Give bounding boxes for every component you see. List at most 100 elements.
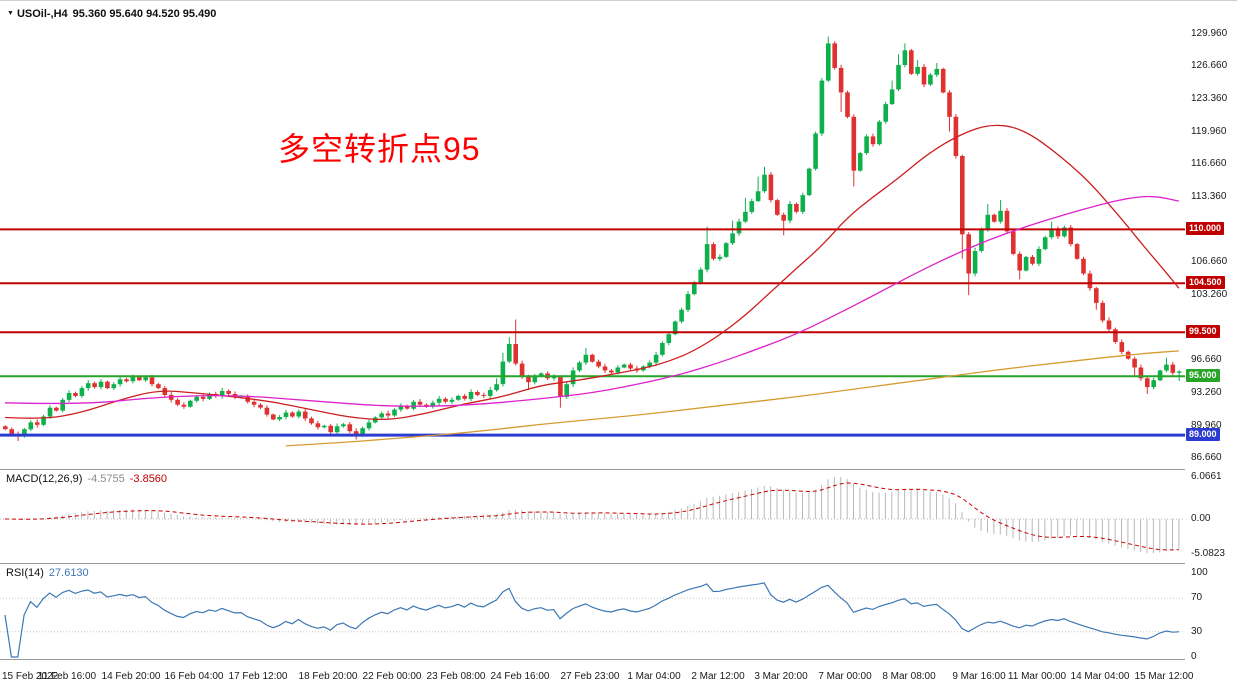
candle xyxy=(385,413,391,416)
candle xyxy=(181,404,187,407)
candle xyxy=(1170,364,1176,373)
price-axis[interactable]: 129.960 126.660 123.360 119.960 116.660 113.3… xyxy=(1185,1,1237,690)
candle xyxy=(909,50,914,74)
candle xyxy=(940,68,946,93)
candle xyxy=(819,80,825,134)
macd-label: MACD(12,26,9) -4.5755 -3.8560 xyxy=(6,473,167,485)
macd-axis-label: 6.0661 xyxy=(1191,471,1222,482)
rsi-value: 27.6130 xyxy=(48,567,89,579)
price-line-badge: 99.500 xyxy=(1186,325,1220,338)
rsi-line xyxy=(4,582,1179,658)
candle xyxy=(755,191,761,202)
candle xyxy=(379,413,384,418)
candle xyxy=(1087,273,1093,289)
candle xyxy=(1030,256,1035,264)
candle xyxy=(1164,364,1169,371)
price-axis-label: 106.660 xyxy=(1191,256,1228,267)
candle xyxy=(1100,302,1105,321)
candle xyxy=(845,92,850,117)
candle xyxy=(1023,256,1029,271)
candle xyxy=(985,214,991,230)
candle xyxy=(711,244,716,259)
price-axis-label: 96.660 xyxy=(1191,354,1222,365)
candle xyxy=(481,394,487,396)
candle xyxy=(1081,258,1086,274)
time-axis-label: 16 Feb 04:00 xyxy=(164,671,224,682)
candle xyxy=(443,398,448,402)
candle xyxy=(34,422,40,425)
candle xyxy=(787,204,793,221)
candle xyxy=(870,136,876,145)
time-axis-label: 24 Feb 16:00 xyxy=(490,671,550,682)
price-axis-label: 103.260 xyxy=(1191,289,1228,300)
time-axis-label: 14 Feb 20:00 xyxy=(101,671,161,682)
rsi-name: RSI(14) xyxy=(6,567,44,579)
time-axis-label: 27 Feb 23:00 xyxy=(560,671,620,682)
candle xyxy=(1113,329,1118,342)
time-axis-label: 17 Feb 12:00 xyxy=(228,671,288,682)
candle xyxy=(1062,227,1067,237)
candle xyxy=(679,309,684,322)
candle xyxy=(596,361,601,367)
candle xyxy=(998,210,1003,222)
candle xyxy=(98,381,104,388)
candle xyxy=(979,229,984,251)
candle xyxy=(347,424,353,432)
candle xyxy=(296,411,302,417)
candle xyxy=(251,401,257,405)
symbol-dropdown-icon[interactable]: ▼ xyxy=(7,10,14,17)
candle xyxy=(577,362,582,371)
candle xyxy=(130,376,136,382)
candle xyxy=(475,392,480,395)
candle xyxy=(660,343,665,355)
candle xyxy=(1004,210,1010,232)
candle xyxy=(1145,378,1150,388)
candle xyxy=(219,391,225,396)
candle xyxy=(768,174,774,201)
macd-name: MACD(12,26,9) xyxy=(6,473,83,485)
candle xyxy=(500,361,506,385)
candle xyxy=(41,416,46,425)
candle xyxy=(972,251,978,274)
candle xyxy=(1132,358,1137,368)
price-axis-label: 116.660 xyxy=(1191,158,1227,169)
candle xyxy=(915,66,920,74)
price-axis-label: 126.660 xyxy=(1191,60,1228,71)
candle xyxy=(647,362,652,367)
candle xyxy=(436,398,442,403)
ma-medium-magenta xyxy=(4,195,1180,407)
candle xyxy=(621,364,627,368)
candle xyxy=(934,68,940,75)
candle xyxy=(583,354,589,363)
chart-title: ▼ USOil-,H4 95.360 95.640 94.520 95.490 xyxy=(7,8,216,20)
candle xyxy=(832,43,837,68)
time-axis-label: 8 Mar 08:00 xyxy=(882,671,936,682)
candle xyxy=(66,393,72,400)
time-axis-label: 15 Feb 2022 xyxy=(2,671,59,682)
candle xyxy=(864,136,869,153)
price-axis-label: 113.360 xyxy=(1191,191,1227,202)
time-axis[interactable]: 15 Feb 2022 11 Feb 16:00 14 Feb 20:00 16 Fe… xyxy=(0,660,1193,690)
candle xyxy=(9,429,14,435)
macd-axis-label: -5.0823 xyxy=(1191,548,1225,559)
candle xyxy=(1011,231,1016,254)
candle xyxy=(519,363,525,377)
candle xyxy=(60,399,65,411)
time-axis-label: 11 Mar 00:00 xyxy=(1007,671,1067,682)
time-axis-label: 22 Feb 00:00 xyxy=(362,671,422,682)
candle xyxy=(800,195,806,212)
macd-value-main: -4.5755 xyxy=(87,473,125,485)
time-axis-label: 11 Feb 16:00 xyxy=(37,671,97,682)
symbol-name: USOil-,H4 xyxy=(16,8,68,20)
candle xyxy=(111,384,117,389)
candle xyxy=(570,370,576,385)
candle xyxy=(309,418,314,424)
price-axis-label: 123.360 xyxy=(1191,93,1228,104)
candle xyxy=(315,423,321,428)
candle xyxy=(334,426,340,433)
candle xyxy=(507,344,512,362)
candle xyxy=(175,399,180,405)
candle xyxy=(302,411,308,419)
candle xyxy=(92,383,97,388)
